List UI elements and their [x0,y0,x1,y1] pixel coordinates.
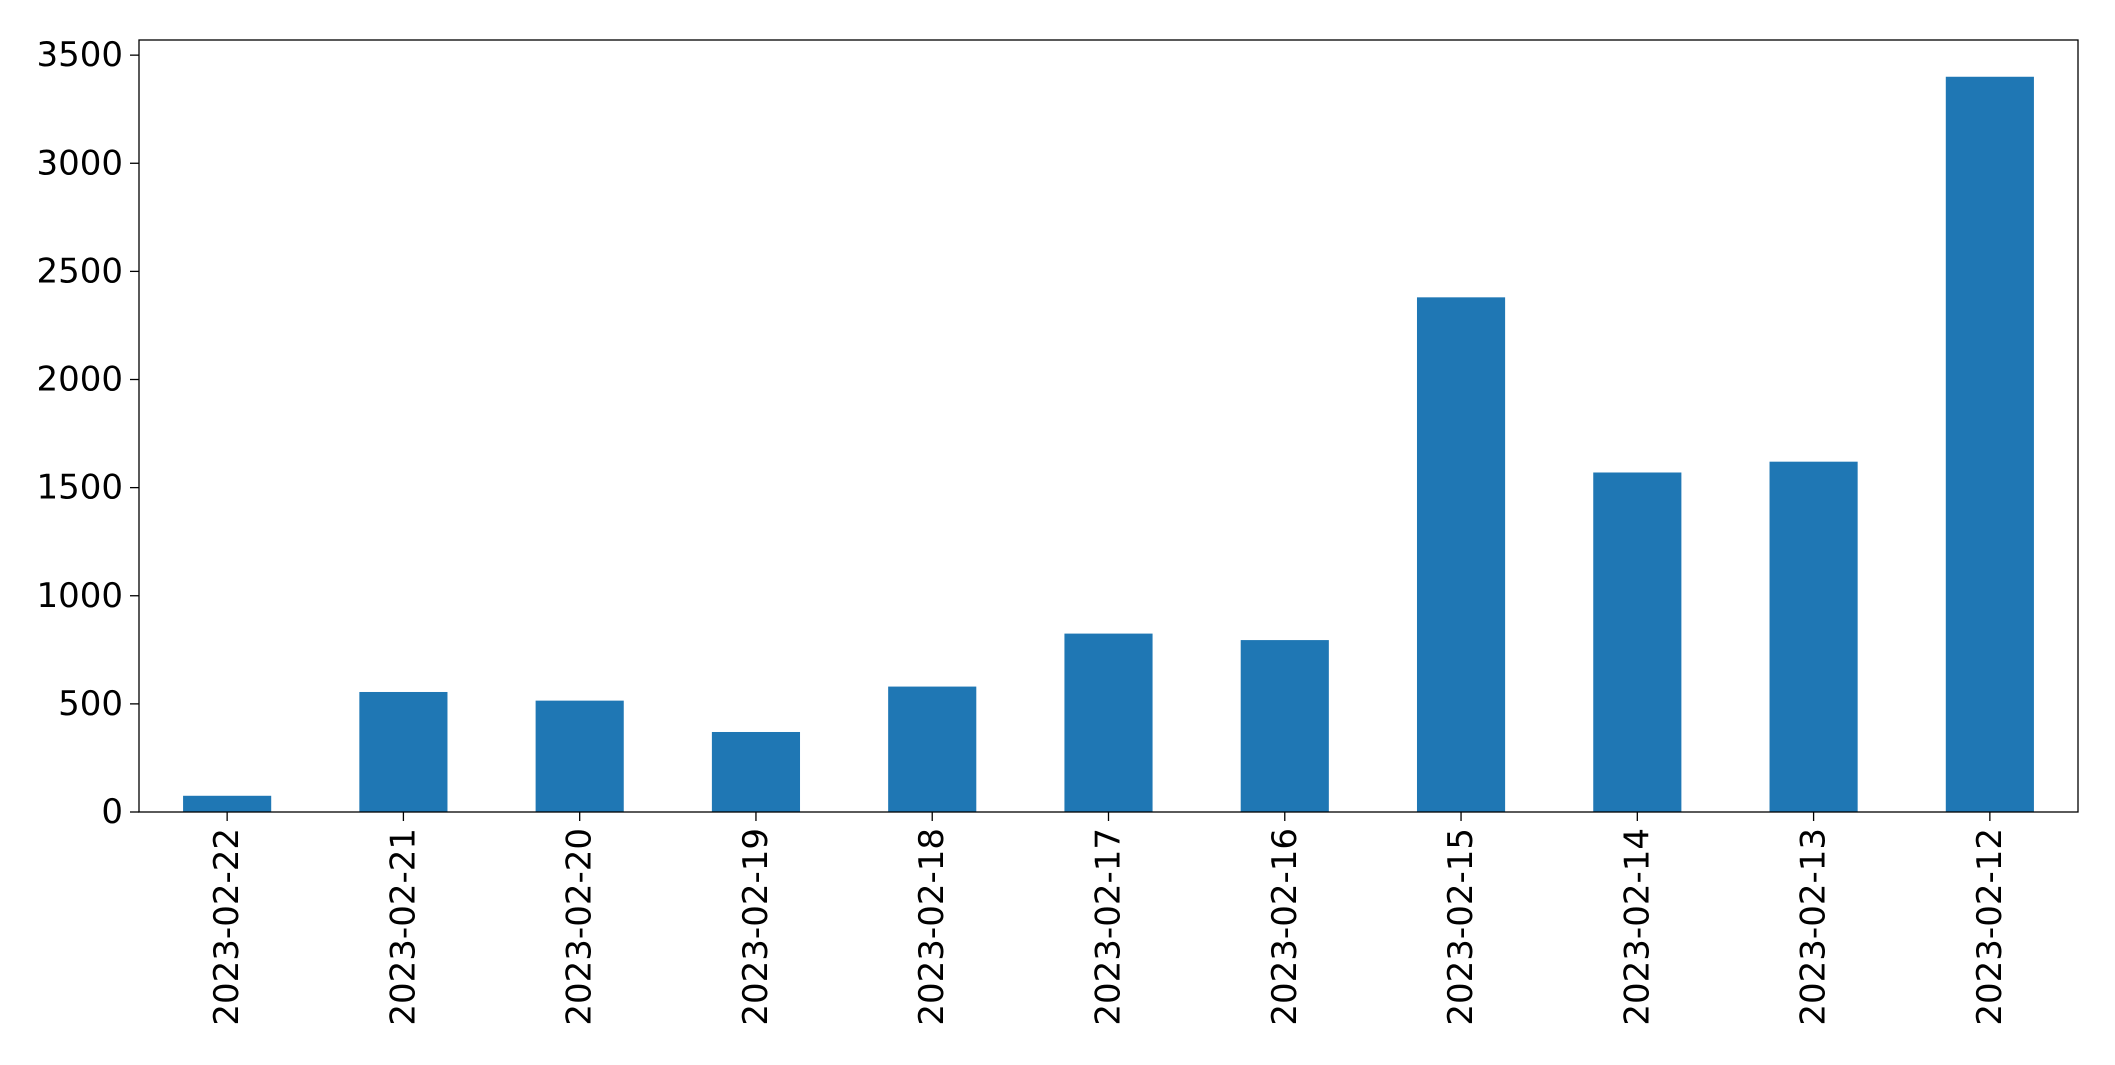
y-tick-label: 3000 [36,143,123,183]
bar-2023-02-15 [1416,297,1506,812]
x-tick-label: 2023-02-17 [1089,828,1129,1026]
bar-2023-02-21 [359,691,448,812]
bar-2023-02-12 [1945,76,2034,812]
y-tick-label: 2000 [36,360,123,400]
ticks-layer: 0 500 1000 1500 2000 2500 3000 3500 2023-02-22 20… [36,35,2009,1025]
x-tick-label: 2023-02-12 [1970,828,2010,1026]
bar-2023-02-17 [1064,633,1153,812]
bar-2023-02-16 [1240,640,1329,812]
y-tick-label: 1500 [36,468,123,508]
x-tick-label: 2023-02-14 [1617,828,1657,1026]
x-tick-label: 2023-02-15 [1441,828,1481,1026]
y-tick-label: 0 [101,792,123,832]
bar-2023-02-19 [711,731,801,812]
x-tick-label: 2023-02-20 [560,828,600,1026]
y-tick-label: 1000 [36,576,123,616]
x-tick-label: 2023-02-16 [1265,828,1305,1026]
y-tick-label: 500 [58,684,123,724]
bars-layer [183,76,2034,812]
y-tick-label: 2500 [36,251,123,291]
bar-2023-02-18 [888,686,977,812]
y-tick-label: 3500 [36,35,123,75]
x-tick-label: 2023-02-21 [383,828,423,1026]
bar-2023-02-14 [1593,472,1682,812]
x-tick-label: 2023-02-18 [912,828,952,1026]
x-tick-label: 2023-02-13 [1794,828,1834,1026]
bar-2023-02-13 [1769,461,1858,812]
x-tick-label: 2023-02-19 [736,828,776,1026]
bar-2023-02-20 [535,700,624,812]
bar-2023-02-22 [183,795,272,812]
x-tick-label: 2023-02-22 [207,828,247,1026]
